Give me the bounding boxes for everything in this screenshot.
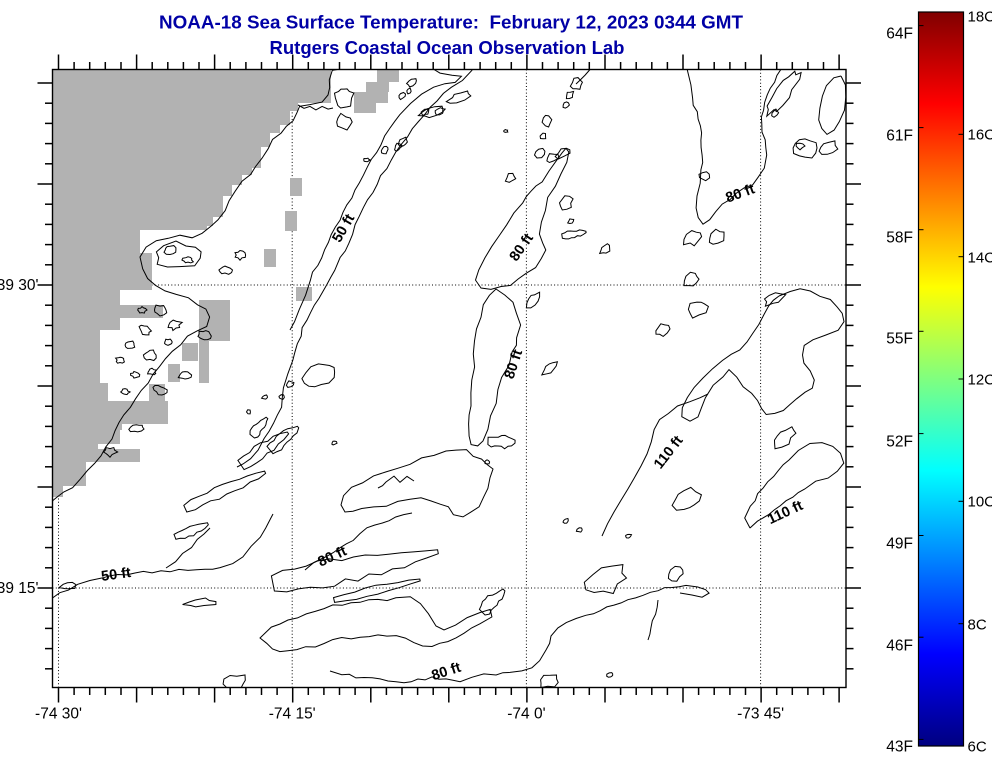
svg-text:8C: 8C — [968, 617, 987, 634]
svg-text:80 ft: 80 ft — [430, 660, 463, 684]
svg-text:52F: 52F — [886, 434, 913, 451]
svg-text:16C: 16C — [968, 127, 992, 144]
svg-text:-74 15': -74 15' — [269, 706, 316, 723]
svg-text:80 ft: 80 ft — [724, 181, 758, 206]
svg-text:14C: 14C — [968, 250, 992, 267]
svg-text:12C: 12C — [968, 372, 992, 389]
svg-text:39 30': 39 30' — [0, 277, 39, 294]
svg-text:Rutgers Coastal Ocean Observat: Rutgers Coastal Ocean Observation Lab — [270, 37, 625, 58]
svg-text:6C: 6C — [968, 739, 987, 756]
svg-text:46F: 46F — [886, 638, 913, 655]
svg-text:10C: 10C — [968, 494, 992, 511]
svg-text:55F: 55F — [886, 331, 913, 348]
svg-text:110 ft: 110 ft — [651, 433, 687, 472]
svg-text:64F: 64F — [886, 26, 913, 43]
svg-text:39 15': 39 15' — [0, 580, 39, 597]
svg-text:80 ft: 80 ft — [316, 543, 350, 570]
svg-text:-73 45': -73 45' — [737, 706, 784, 723]
svg-text:49F: 49F — [886, 536, 913, 553]
svg-text:50 ft: 50 ft — [100, 565, 132, 585]
svg-text:58F: 58F — [886, 230, 913, 247]
svg-text:-74 0': -74 0' — [507, 706, 545, 723]
svg-text:43F: 43F — [886, 739, 913, 756]
svg-text:18C: 18C — [968, 9, 992, 26]
svg-text:NOAA-18 Sea Surface Temperatur: NOAA-18 Sea Surface Temperature: Februar… — [159, 12, 744, 33]
svg-text:110 ft: 110 ft — [765, 498, 806, 528]
svg-text:-74 30': -74 30' — [35, 706, 82, 723]
svg-text:61F: 61F — [886, 128, 913, 145]
svg-text:80 ft: 80 ft — [502, 348, 526, 381]
svg-text:80 ft: 80 ft — [507, 231, 537, 265]
